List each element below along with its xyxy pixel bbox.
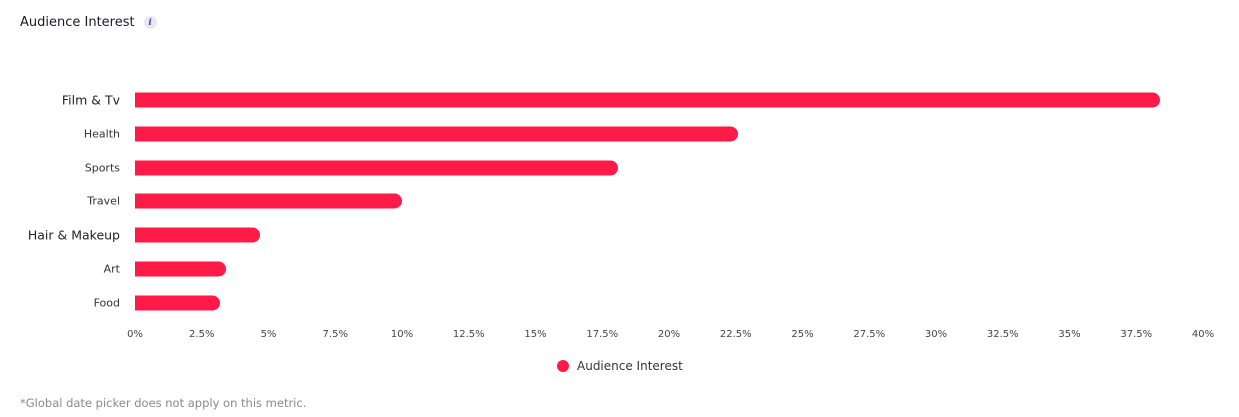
bar[interactable] (135, 227, 261, 243)
bar[interactable] (135, 261, 226, 277)
x-axis-tick-label: 20% (657, 329, 681, 340)
chart-title-text: Audience Interest (20, 15, 135, 30)
x-axis-tick-label: 40% (1191, 329, 1215, 340)
category-label: Health (83, 127, 120, 141)
x-axis-tick-label: 37.5% (1120, 329, 1153, 340)
x-axis-tick-label: 27.5% (853, 329, 886, 340)
x-axis-tick-label: 30% (924, 329, 948, 340)
x-axis-tick-label: 5% (260, 329, 277, 340)
category-label: Food (93, 296, 120, 310)
x-axis-tick-label: 35% (1058, 329, 1081, 340)
x-axis-tick-label: 25% (791, 329, 814, 340)
bar[interactable] (135, 193, 402, 209)
chart-legend[interactable]: Audience Interest (557, 359, 683, 373)
info-icon[interactable]: i (143, 16, 157, 29)
footnote: *Global date picker does not apply on th… (20, 396, 307, 410)
x-axis-tick-label: 15% (524, 329, 547, 340)
category-label: Sports (84, 161, 120, 175)
category-label: Film & Tv (61, 92, 120, 108)
x-axis-tick-label: 22.5% (719, 329, 752, 340)
x-axis-tick-label: 10% (390, 329, 414, 340)
x-axis-tick-label: 12.5% (452, 329, 485, 340)
category-label: Art (103, 262, 120, 276)
bar[interactable] (135, 295, 221, 311)
legend-dot-icon (557, 360, 569, 372)
x-axis-tick-label: 32.5% (986, 329, 1019, 340)
x-axis-tick-label: 0% (127, 329, 143, 340)
legend-label: Audience Interest (577, 359, 683, 373)
x-axis-tick-label: 7.5% (322, 329, 348, 340)
bar[interactable] (135, 160, 619, 176)
category-label: Travel (87, 194, 120, 208)
bar[interactable] (135, 126, 739, 142)
chart-title: Audience Interest i (20, 15, 157, 30)
bar[interactable] (135, 92, 1161, 108)
category-label: Hair & Makeup (27, 227, 120, 243)
x-axis-tick-label: 2.5% (189, 329, 215, 340)
x-axis-tick-label: 17.5% (586, 329, 619, 340)
